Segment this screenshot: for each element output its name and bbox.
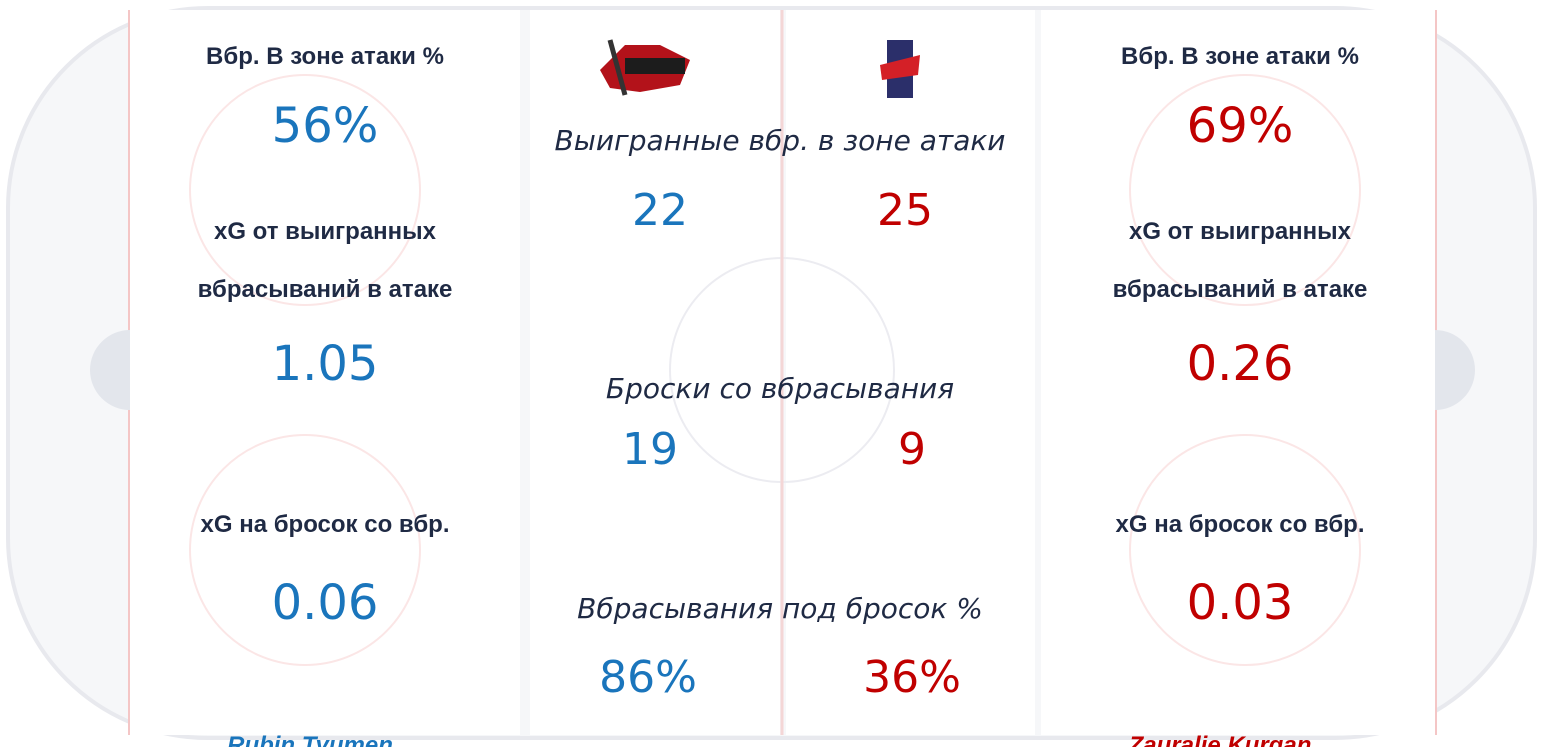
stat-label: xG на бросок со вбр. [201,496,450,554]
team-name: Zauralie Kurgan [1129,732,1312,747]
comparison-label: Броски со вбрасывания [606,372,954,405]
comparison-value: 36% [863,652,961,703]
comparison-value: 9 [898,424,926,475]
page: Вбр. В зоне атаки % 56% xG от выигранных… [0,0,1543,747]
stat-value: 69% [1187,98,1294,154]
comparison-label: Выигранные вбр. в зоне атаки [555,124,1006,157]
stat-value: 0.06 [272,575,379,631]
stat-label: Вбр. В зоне атаки % [206,28,444,86]
stat-value: 0.26 [1187,336,1294,392]
stat-label: xG от выигранных вбрасываний в атаке [1060,203,1420,319]
stat-value: 0.03 [1187,575,1294,631]
comparison-value: 22 [632,185,688,236]
stat-label: xG на бросок со вбр. [1116,496,1365,554]
stat-label: Вбр. В зоне атаки % [1121,28,1359,86]
stat-value: 56% [272,98,379,154]
comparison-value: 86% [599,652,697,703]
stat-value: 1.05 [272,336,379,392]
stat-label: xG от выигранных вбрасываний в атаке [145,203,505,319]
comparison-label: Вбрасывания под бросок % [577,592,983,625]
team-name: Rubin Tyumen [227,732,393,747]
comparison-value: 19 [622,424,678,475]
comparison-value: 25 [877,185,933,236]
